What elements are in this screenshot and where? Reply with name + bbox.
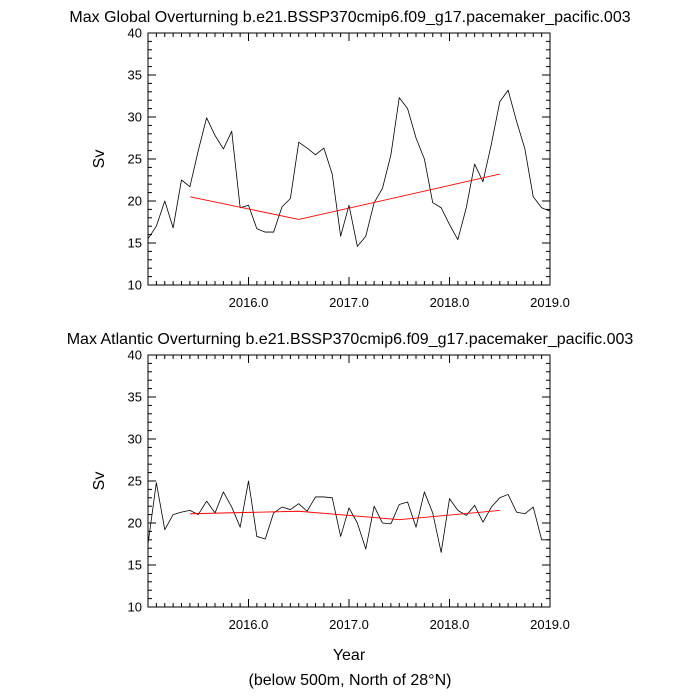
y-tick-label: 15 (128, 558, 142, 573)
chart2-ylabel: Sv (91, 472, 108, 491)
chart2-plot-frame (147, 354, 551, 608)
series-line-trend (190, 173, 500, 220)
x-tick-label: 2016.0 (229, 295, 269, 310)
series-line-monthly (147, 480, 550, 553)
chart1-title: Max Global Overturning b.e21.BSSP370cmip… (69, 9, 630, 26)
y-tick-label: 30 (128, 110, 142, 125)
chart1-plot-area: 10 15 20 25 30 35 40 2016.0 2017.0 2018.0 2019.0 (128, 26, 570, 311)
y-tick-label: 30 (128, 432, 142, 447)
chart1-ylabel: Sv (91, 150, 108, 169)
x-tick-label: 2016.0 (229, 617, 269, 632)
x-tick-label: 2018.0 (430, 295, 470, 310)
x-tick-label: 2019.0 (530, 295, 570, 310)
x-tick-label: 2019.0 (530, 617, 570, 632)
y-tick-label: 40 (128, 348, 142, 363)
y-tick-label: 20 (128, 194, 142, 209)
y-tick-label: 40 (128, 26, 142, 41)
chart1-plot-frame (147, 32, 551, 286)
series-line-trend (190, 509, 500, 521)
chart2-title: Max Atlantic Overturning b.e21.BSSP370cm… (67, 331, 634, 348)
chart2-xlabel: Year (333, 647, 366, 664)
series-line-monthly (147, 89, 551, 247)
x-tick-label: 2017.0 (329, 295, 369, 310)
chart2-plot-area: 10 15 20 25 30 35 40 2016.0 2017.0 2018.0 2019.0 (128, 348, 570, 633)
y-tick-label: 10 (128, 600, 142, 615)
y-tick-label: 35 (128, 390, 142, 405)
y-tick-label: 15 (128, 236, 142, 251)
x-tick-label: 2018.0 (430, 617, 470, 632)
x-tick-label: 2017.0 (329, 617, 369, 632)
y-tick-label: 25 (128, 152, 142, 167)
y-tick-label: 25 (128, 474, 142, 489)
y-tick-label: 20 (128, 516, 142, 531)
y-tick-label: 35 (128, 68, 142, 83)
y-tick-label: 10 (128, 278, 142, 293)
footer-note: (below 500m, North of 28°N) (249, 672, 452, 689)
